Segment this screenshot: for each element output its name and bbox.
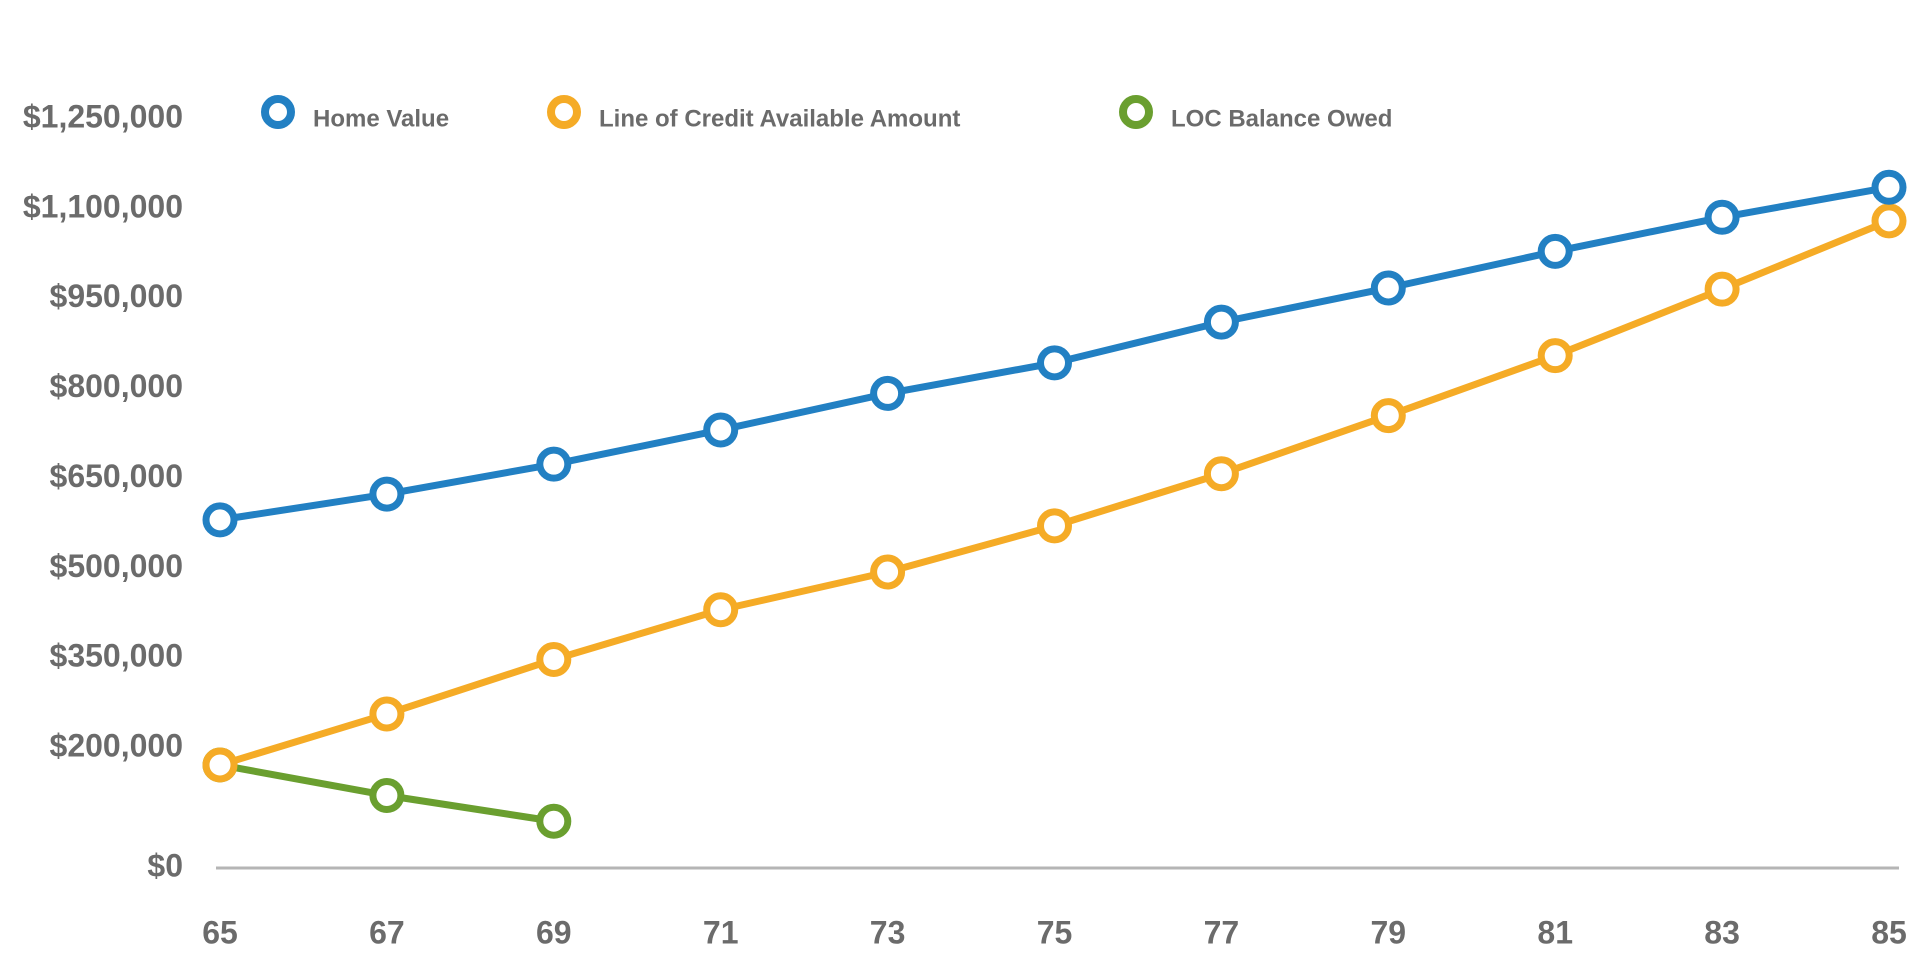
x-tick-label: 75 bbox=[1037, 914, 1073, 950]
y-tick-label: $800,000 bbox=[50, 368, 183, 404]
point bbox=[369, 777, 405, 813]
point bbox=[1037, 345, 1072, 381]
point bbox=[1537, 233, 1573, 269]
point bbox=[202, 747, 238, 783]
legend-marker bbox=[261, 95, 295, 129]
y-tick-label: $650,000 bbox=[50, 458, 183, 494]
point bbox=[1037, 508, 1072, 544]
y-tick-label: $1,100,000 bbox=[23, 188, 183, 224]
x-tick-label: 71 bbox=[703, 914, 739, 950]
point bbox=[1871, 203, 1907, 239]
y-tick-label: $0 bbox=[147, 847, 183, 883]
x-tick-label: 81 bbox=[1537, 914, 1573, 950]
y-tick-label: $950,000 bbox=[50, 278, 183, 314]
y-tick-label: $200,000 bbox=[50, 728, 183, 764]
x-tick-label: 85 bbox=[1871, 914, 1907, 950]
x-tick-label: 73 bbox=[870, 914, 906, 950]
point bbox=[1203, 304, 1239, 340]
y-tick-label: $350,000 bbox=[50, 638, 183, 674]
point bbox=[369, 476, 405, 512]
x-tick-label: 77 bbox=[1204, 914, 1240, 950]
point bbox=[870, 375, 906, 411]
point bbox=[369, 696, 405, 732]
point bbox=[202, 502, 238, 538]
series-line bbox=[216, 217, 1893, 769]
point bbox=[1704, 199, 1740, 235]
point bbox=[1370, 398, 1406, 434]
point bbox=[870, 554, 906, 590]
x-tick-label: 69 bbox=[536, 914, 572, 950]
legend-label: Line of Credit Available Amount bbox=[599, 105, 960, 132]
point bbox=[536, 803, 572, 839]
x-tick-label: 67 bbox=[369, 914, 405, 950]
legend-label: LOC Balance Owed bbox=[1171, 105, 1392, 132]
legend-marker bbox=[547, 95, 581, 129]
point bbox=[1203, 456, 1239, 492]
y-tick-label: $500,000 bbox=[50, 548, 183, 584]
point bbox=[1537, 338, 1573, 374]
legend-label: Home Value bbox=[313, 105, 449, 132]
y-tick-label: $1,250,000 bbox=[23, 98, 183, 134]
x-tick-label: 79 bbox=[1371, 914, 1407, 950]
x-tick-label: 83 bbox=[1704, 914, 1740, 950]
x-tick-label: 65 bbox=[202, 914, 238, 950]
point bbox=[1704, 271, 1740, 307]
point bbox=[536, 446, 572, 482]
point bbox=[1871, 169, 1907, 205]
legend-marker bbox=[1119, 95, 1153, 129]
point bbox=[703, 592, 739, 628]
point bbox=[536, 641, 572, 677]
point bbox=[703, 412, 739, 448]
point bbox=[1370, 270, 1406, 306]
